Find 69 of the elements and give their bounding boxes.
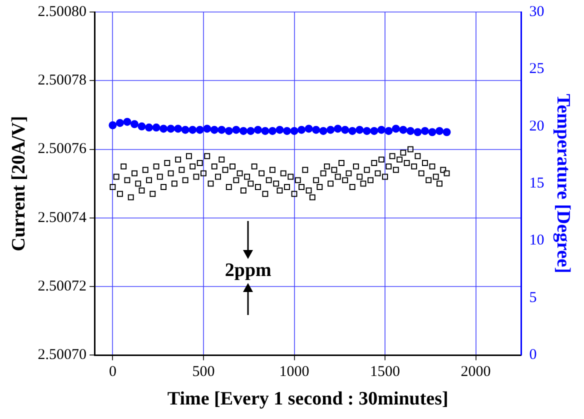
point [123,118,132,126]
point [232,126,240,134]
point [130,120,138,128]
point [108,121,117,130]
point [436,126,444,135]
y2-tick-label: 20 [529,118,544,134]
point [304,124,313,133]
y-tick-label: 2.50080 [38,4,87,20]
point [239,126,248,135]
point [152,124,160,132]
x-tick-label: 500 [192,364,215,380]
y2-tick-label: 25 [529,61,544,78]
point [312,126,320,134]
point [196,126,204,134]
point [370,126,378,135]
point [428,128,436,136]
point [414,128,422,136]
point [392,124,400,133]
point [326,126,335,134]
point [319,126,328,135]
y-tick-label: 2.50078 [38,72,87,89]
point [254,126,262,134]
point [356,126,364,134]
point [334,124,342,133]
point [210,126,218,134]
point [442,128,451,136]
point [399,126,408,134]
y2-tick-label: 0 [529,347,537,364]
point [282,126,291,135]
y-tick-label: 2.50072 [38,278,87,294]
point [261,126,270,135]
y2-tick-label: 5 [529,290,537,306]
point [276,126,284,134]
y-axis-title: Current [20A/V] [8,116,30,252]
y2-tick-label: 15 [529,176,544,192]
point [268,126,276,135]
point [377,126,386,134]
point [298,126,306,134]
point [224,126,233,135]
point [362,126,371,135]
point [341,126,350,134]
point [188,126,197,134]
x-tick-label: 0 [108,364,116,380]
y2-axis-title: Temperature [Degree] [552,94,574,274]
point [406,126,414,135]
x-tick-label: 2000 [460,364,491,380]
point [181,126,190,134]
point [384,126,393,135]
y2-tick-label: 30 [529,4,544,20]
point [218,126,226,134]
x-axis-title: Time [Every 1 second : 30minutes] [167,388,448,410]
point [203,124,212,133]
point [174,124,182,133]
point [116,118,124,127]
point [160,124,168,133]
point [138,122,146,130]
annotation: 2ppm [224,260,272,282]
y-tick-label: 2.50076 [38,141,88,158]
point [246,126,255,135]
y2-tick-label: 10 [529,232,544,249]
point [348,126,356,135]
point [145,124,154,132]
point [290,126,298,135]
y-tick-label: 2.50070 [38,347,87,364]
x-tick-label: 1500 [370,364,400,380]
y-tick-label: 2.50074 [38,210,88,226]
point [420,126,429,135]
x-tick-label: 1000 [279,364,310,380]
point [166,124,175,133]
